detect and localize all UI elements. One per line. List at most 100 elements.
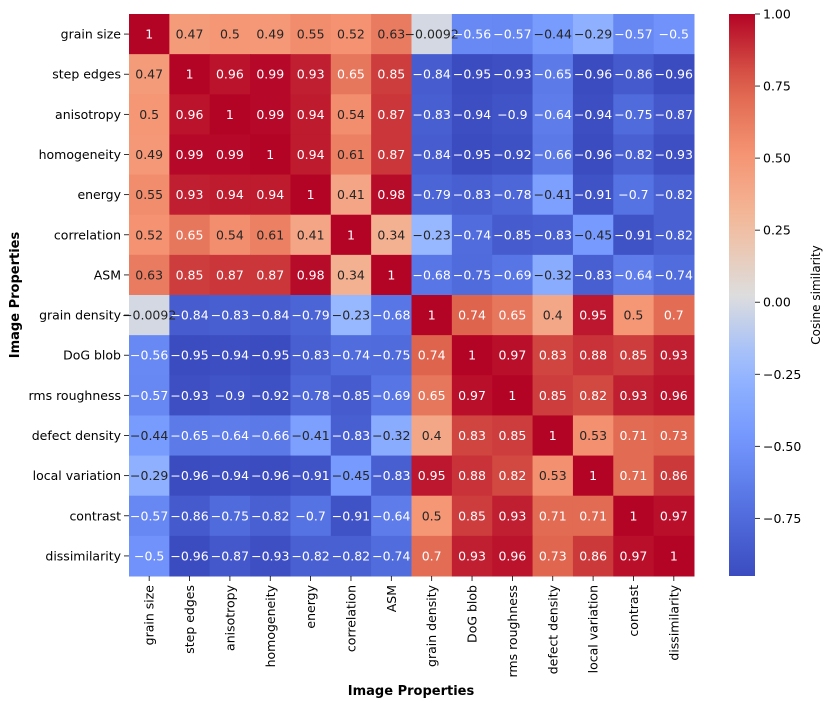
y-tick-label-10: defect density xyxy=(32,428,122,443)
heatmap-cell-10-3 xyxy=(250,415,291,457)
heatmap-cell-2-2 xyxy=(209,94,251,135)
cell-value-3-1: 0.99 xyxy=(176,147,204,162)
cell-value-12-9: 0.93 xyxy=(498,508,526,523)
cell-value-4-0: 0.55 xyxy=(135,187,163,202)
cell-value-4-10: −0.41 xyxy=(534,187,572,202)
heatmap-cell-6-1 xyxy=(169,254,211,296)
cell-value-1-11: −0.96 xyxy=(574,67,612,82)
cell-value-13-1: −0.96 xyxy=(170,548,208,563)
heatmap-cell-13-0 xyxy=(129,535,170,577)
cell-value-2-9: −0.9 xyxy=(497,107,527,122)
heatmap-cell-10-7 xyxy=(411,415,453,457)
cell-value-3-7: −0.84 xyxy=(413,147,451,162)
heatmap-cell-12-7 xyxy=(411,495,453,537)
cell-value-11-12: 0.71 xyxy=(620,468,648,483)
heatmap-cell-3-0 xyxy=(129,134,170,176)
heatmap-cell-3-7 xyxy=(411,134,453,176)
heatmap-cell-12-13 xyxy=(653,495,695,537)
heatmap-cell-10-4 xyxy=(290,415,332,457)
heatmap-cell-0-1 xyxy=(169,14,211,55)
cell-value-4-6: 0.98 xyxy=(377,187,405,202)
heatmap-cell-11-7 xyxy=(411,455,453,497)
heatmap-cell-2-10 xyxy=(532,94,574,135)
cell-value-10-4: −0.41 xyxy=(291,428,329,443)
heatmap-cell-1-0 xyxy=(129,54,170,95)
heatmap-cell-11-11 xyxy=(572,455,614,497)
cell-value-7-9: 0.65 xyxy=(498,308,526,323)
heatmap-cell-1-12 xyxy=(613,54,655,95)
cell-value-3-11: −0.96 xyxy=(574,147,612,162)
heatmap-cell-11-0 xyxy=(129,455,170,497)
heatmap-cell-9-12 xyxy=(613,375,655,416)
colorbar-tick-label-2: 0.50 xyxy=(763,151,791,166)
cell-value-11-2: −0.94 xyxy=(211,468,249,483)
heatmap-cell-13-6 xyxy=(371,535,412,577)
heatmap-cell-9-7 xyxy=(411,375,453,416)
heatmap-cell-1-10 xyxy=(532,54,574,95)
x-tick-label-12: contrast xyxy=(626,585,641,637)
cell-value-4-13: −0.82 xyxy=(655,187,693,202)
heatmap-cell-7-4 xyxy=(290,295,332,336)
cell-value-0-2: 0.5 xyxy=(220,27,240,42)
cell-value-2-4: 0.94 xyxy=(297,107,325,122)
y-tick-label-1: step edges xyxy=(52,67,121,82)
heatmap-cell-2-8 xyxy=(451,94,493,135)
cell-value-0-11: −0.29 xyxy=(574,27,612,42)
heatmap-cell-7-2 xyxy=(209,295,251,336)
heatmap-cell-9-0 xyxy=(129,375,170,416)
cell-value-0-8: −0.56 xyxy=(453,27,491,42)
cell-value-13-9: 0.96 xyxy=(498,548,526,563)
cell-value-6-12: −0.64 xyxy=(614,267,652,282)
cell-value-6-1: 0.85 xyxy=(176,267,204,282)
y-tick-label-9: rms roughness xyxy=(28,388,121,403)
heatmap-cell-0-7 xyxy=(411,14,453,55)
heatmap-cell-0-0 xyxy=(129,14,170,55)
heatmap-cell-9-2 xyxy=(209,375,251,416)
heatmap-cell-11-6 xyxy=(371,455,412,497)
cell-value-8-0: −0.56 xyxy=(130,348,168,363)
heatmap-cell-7-1 xyxy=(169,295,211,336)
x-axis-label: Image Properties xyxy=(348,684,475,699)
heatmap-cell-10-9 xyxy=(492,415,534,457)
heatmap-cell-7-0 xyxy=(129,295,170,336)
cell-value-5-4: 0.41 xyxy=(297,227,325,242)
heatmap-cell-12-8 xyxy=(451,495,493,537)
heatmap-cell-5-8 xyxy=(451,214,493,256)
cell-value-8-5: −0.74 xyxy=(332,348,370,363)
cell-value-13-5: −0.82 xyxy=(332,548,370,563)
cell-value-11-8: 0.88 xyxy=(458,468,486,483)
cell-value-9-6: −0.69 xyxy=(372,388,410,403)
heatmap-cell-0-2 xyxy=(209,14,251,55)
heatmap-cell-3-12 xyxy=(613,134,655,176)
cell-value-7-0: −0.0092 xyxy=(122,308,176,323)
heatmap-cell-13-11 xyxy=(572,535,614,577)
heatmap-cell-2-7 xyxy=(411,94,453,135)
y-tick-label-2: anisotropy xyxy=(55,107,122,122)
cell-value-7-12: 0.5 xyxy=(624,308,644,323)
heatmap-cell-0-4 xyxy=(290,14,332,55)
cell-value-8-9: 0.97 xyxy=(498,348,526,363)
cell-value-11-9: 0.82 xyxy=(498,468,526,483)
cell-value-3-13: −0.93 xyxy=(655,147,693,162)
heatmap-cell-7-12 xyxy=(613,295,655,336)
cell-value-8-12: 0.85 xyxy=(620,348,648,363)
heatmap-cell-9-9 xyxy=(492,375,534,416)
cell-value-1-13: −0.96 xyxy=(655,67,693,82)
heatmap-cell-12-3 xyxy=(250,495,291,537)
cell-value-11-6: −0.83 xyxy=(372,468,410,483)
heatmap-cell-13-2 xyxy=(209,535,251,577)
cell-value-11-0: −0.29 xyxy=(130,468,168,483)
heatmap-cell-11-13 xyxy=(653,455,695,497)
heatmap-cell-4-10 xyxy=(532,174,574,216)
heatmap-cell-12-6 xyxy=(371,495,412,537)
cell-value-12-13: 0.97 xyxy=(660,508,688,523)
cell-value-8-11: 0.88 xyxy=(579,348,607,363)
heatmap-cell-12-2 xyxy=(209,495,251,537)
colorbar: 1.00 0.75 0.50 0.25 0.00 −0.25 −0.50 −0.75 Cosi… xyxy=(729,7,823,576)
heatmap-cell-8-10 xyxy=(532,335,574,376)
heatmap-cell-8-0 xyxy=(129,335,170,376)
cell-value-2-7: −0.83 xyxy=(413,107,451,122)
cell-value-9-12: 0.93 xyxy=(620,388,648,403)
heatmap-cell-9-11 xyxy=(572,375,614,416)
